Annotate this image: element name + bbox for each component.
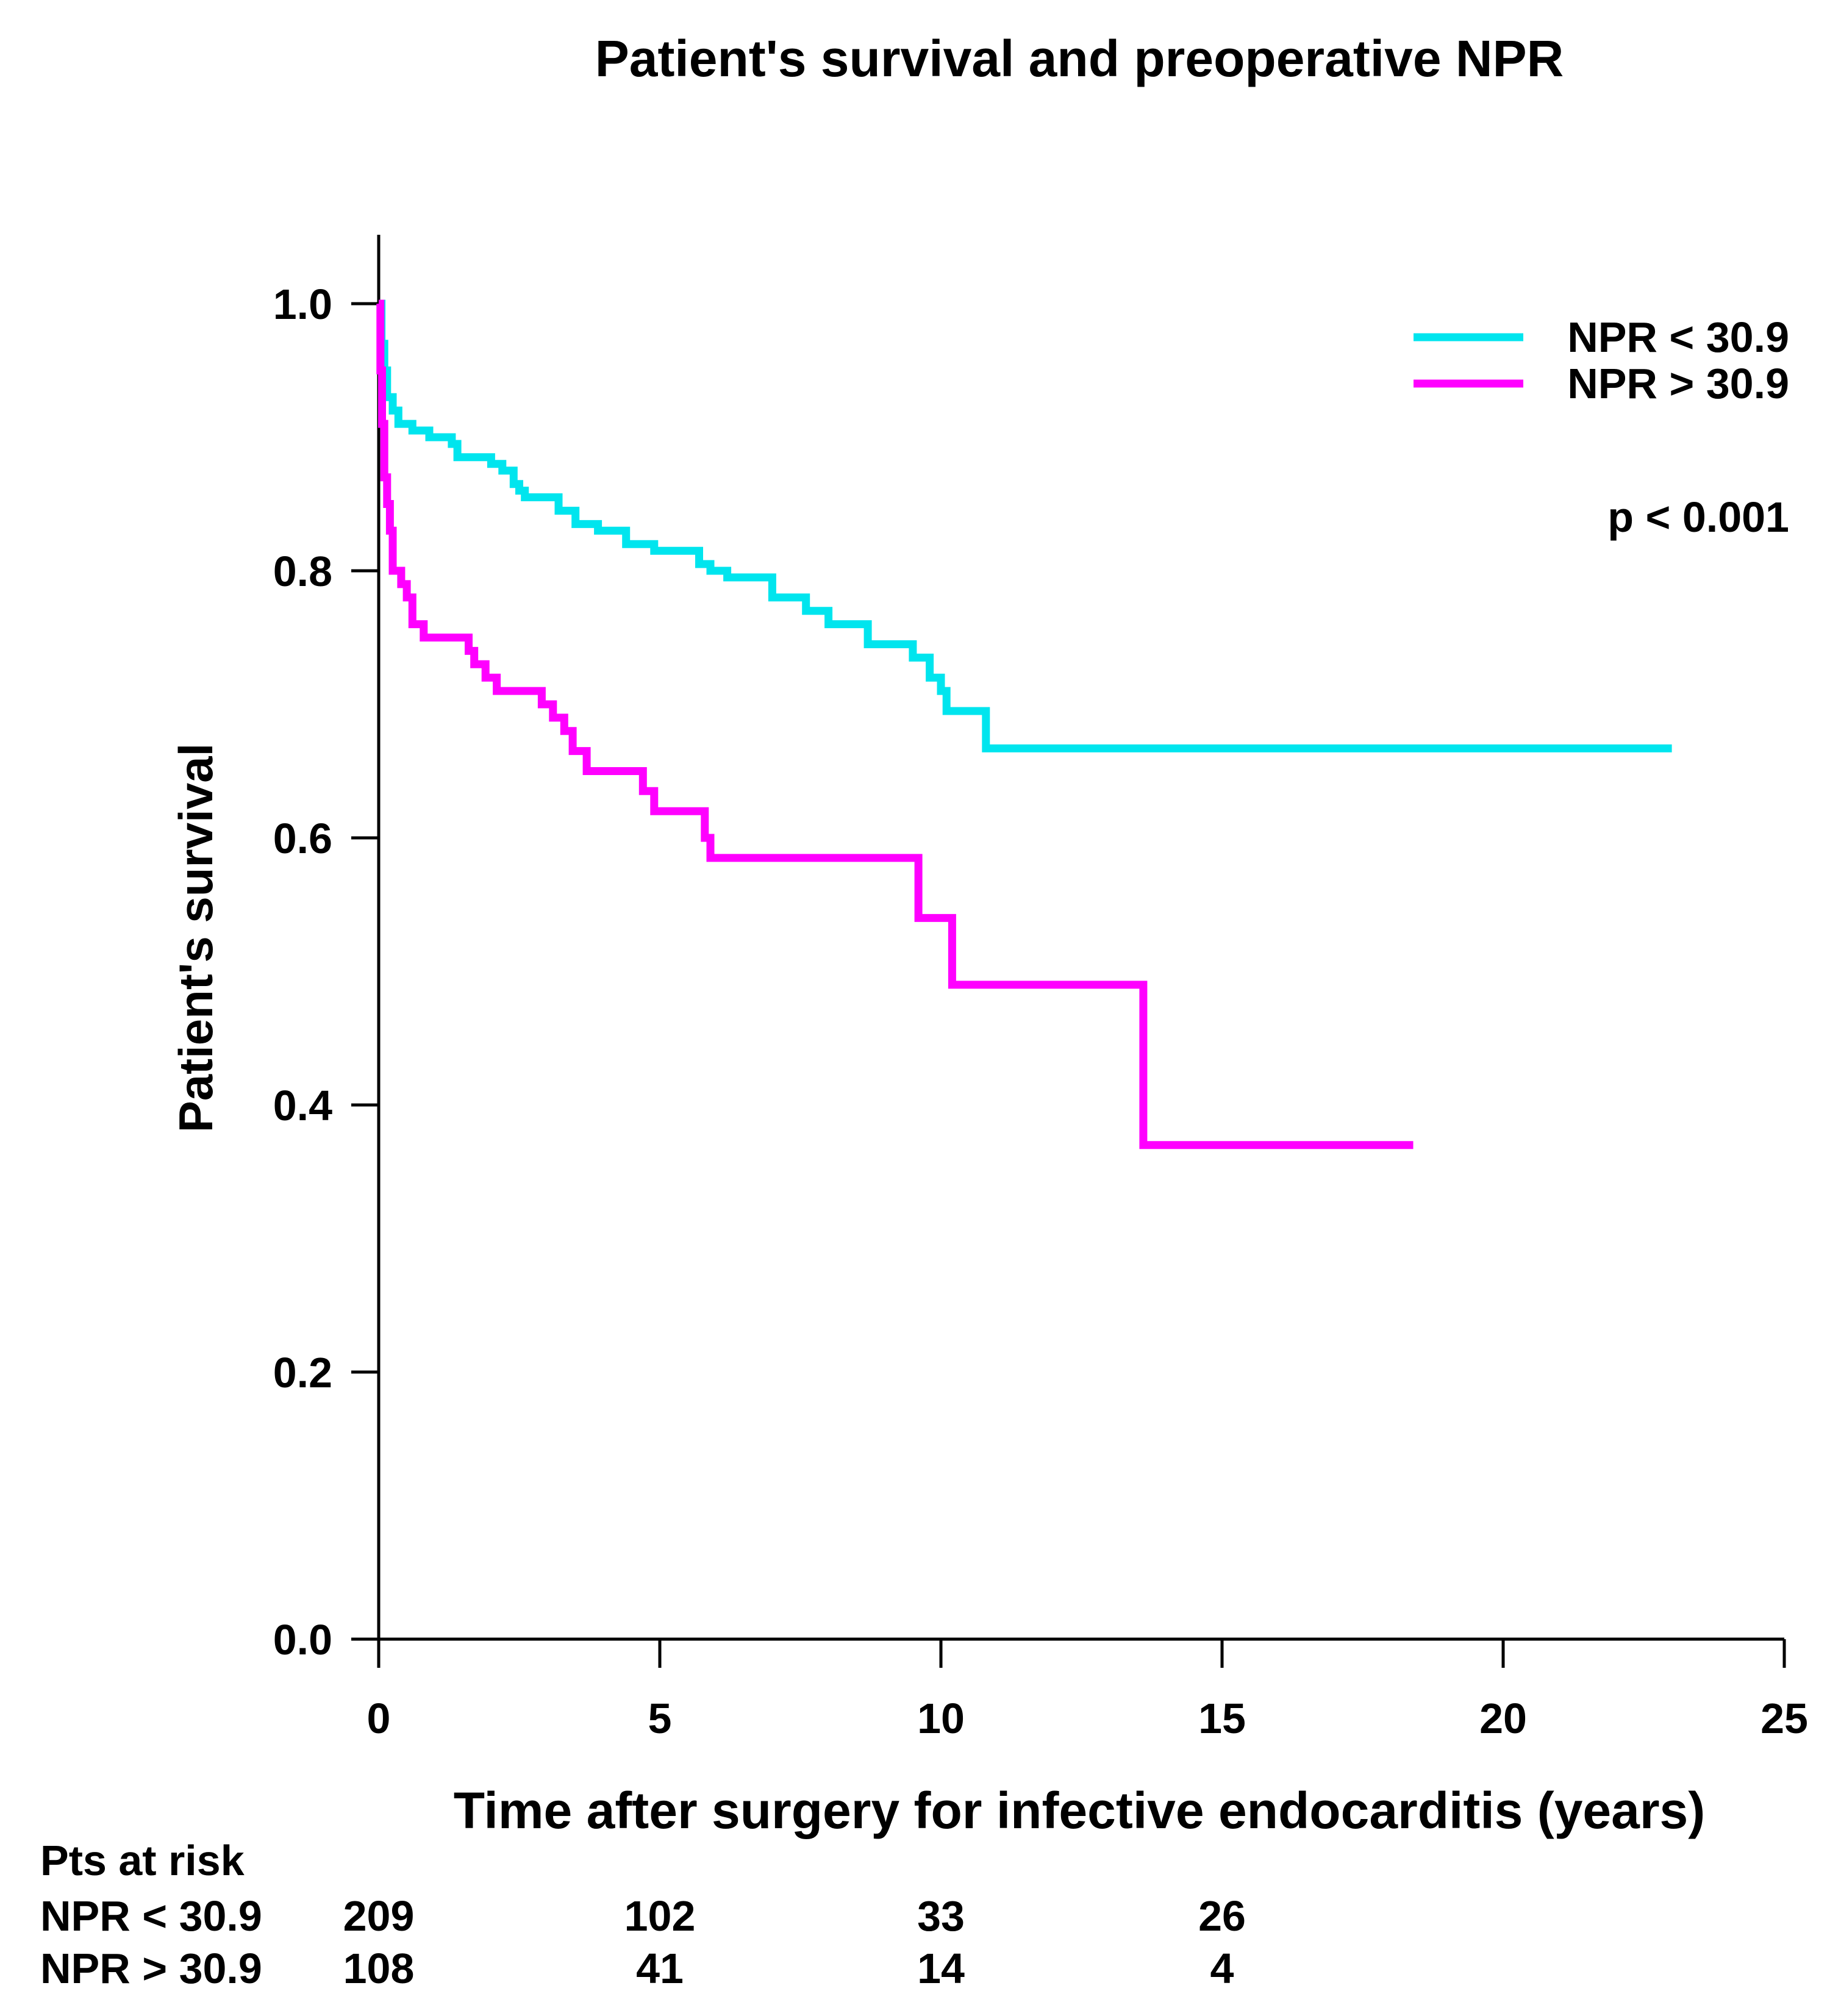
y-tick-label: 0.8 — [273, 548, 332, 595]
x-tick-label: 10 — [917, 1695, 965, 1742]
x-axis-label: Time after surgery for infective endocar… — [454, 1782, 1706, 1839]
x-tick-label: 5 — [648, 1695, 672, 1742]
survival-curves — [376, 299, 1672, 1149]
risk-row-label: NPR > 30.9 — [40, 1945, 262, 1992]
risk-table: Pts at risk NPR < 30.9 209 102 33 26 NPR > 30… — [40, 1837, 1246, 1992]
y-tick-label: 0.0 — [273, 1616, 332, 1664]
risk-count: 209 — [343, 1892, 415, 1940]
risk-count: 14 — [917, 1945, 965, 1992]
x-tick-label: 0 — [367, 1695, 391, 1742]
risk-count: 26 — [1198, 1892, 1246, 1940]
x-tick-label: 20 — [1479, 1695, 1527, 1742]
risk-count: 102 — [624, 1892, 696, 1940]
y-axis-label: Patient's survival — [169, 743, 223, 1133]
survival-curve-1 — [377, 299, 1672, 752]
risk-table-header: Pts at risk — [40, 1837, 245, 1884]
x-tick-label: 15 — [1198, 1695, 1246, 1742]
risk-row-label: NPR < 30.9 — [40, 1892, 262, 1940]
y-tick-label: 1.0 — [273, 281, 332, 328]
x-ticks: 0 5 10 15 20 25 — [367, 1639, 1808, 1742]
y-ticks: 0.0 0.2 0.4 0.6 0.8 1.0 — [273, 281, 379, 1664]
legend-label: NPR < 30.9 — [1567, 313, 1789, 361]
risk-count: 108 — [343, 1945, 415, 1992]
risk-count: 4 — [1210, 1945, 1234, 1992]
y-tick-label: 0.2 — [273, 1349, 332, 1396]
x-tick-label: 25 — [1761, 1695, 1808, 1742]
y-tick-label: 0.6 — [273, 815, 332, 862]
risk-count: 33 — [917, 1892, 965, 1940]
chart-title: Patient's survival and preoperative NPR — [595, 30, 1564, 87]
y-tick-label: 0.4 — [273, 1082, 332, 1129]
axes — [377, 235, 1784, 1641]
p-value-annotation: p < 0.001 — [1607, 493, 1789, 541]
legend-label: NPR > 30.9 — [1567, 360, 1789, 407]
survival-curve-2 — [376, 299, 1414, 1149]
risk-count: 41 — [636, 1945, 684, 1992]
